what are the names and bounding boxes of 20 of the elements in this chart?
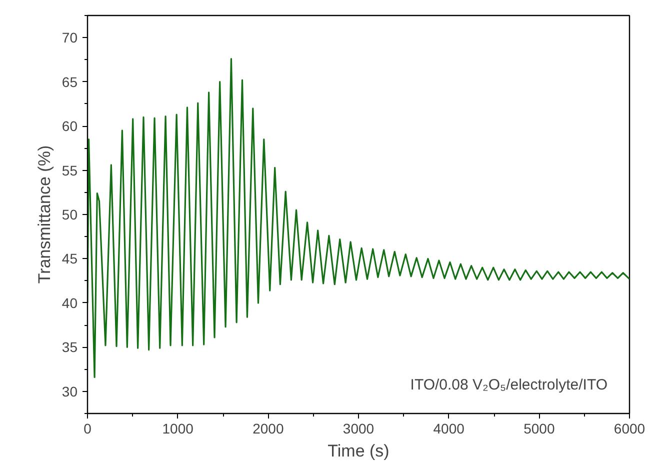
line-series bbox=[88, 58, 630, 378]
x-tick-label: 1000 bbox=[162, 420, 194, 436]
y-tick-label: 50 bbox=[62, 206, 78, 222]
y-axis-title: Transmittance (%) bbox=[34, 145, 54, 284]
y-tick-label: 65 bbox=[62, 74, 78, 90]
x-axis-title: Time (s) bbox=[328, 442, 390, 460]
annotation: ITO/0.08 V₂O₅/electrolyte/ITO bbox=[410, 376, 608, 394]
y-tick-label: 70 bbox=[62, 30, 78, 46]
y-tick-label: 35 bbox=[62, 339, 78, 356]
y-tick-label: 45 bbox=[62, 250, 78, 267]
x-tick-label: 6000 bbox=[614, 420, 646, 436]
x-tick-label: 0 bbox=[84, 420, 92, 436]
x-tick-label: 2000 bbox=[252, 420, 284, 436]
y-tick-label: 60 bbox=[62, 118, 78, 134]
y-tick-label: 40 bbox=[62, 294, 78, 311]
x-tick-label: 4000 bbox=[433, 420, 465, 436]
y-tick-label: 55 bbox=[62, 162, 78, 178]
x-tick-label: 5000 bbox=[524, 420, 555, 436]
y-tick-label: 30 bbox=[62, 383, 78, 400]
x-tick-label: 3000 bbox=[342, 420, 374, 436]
